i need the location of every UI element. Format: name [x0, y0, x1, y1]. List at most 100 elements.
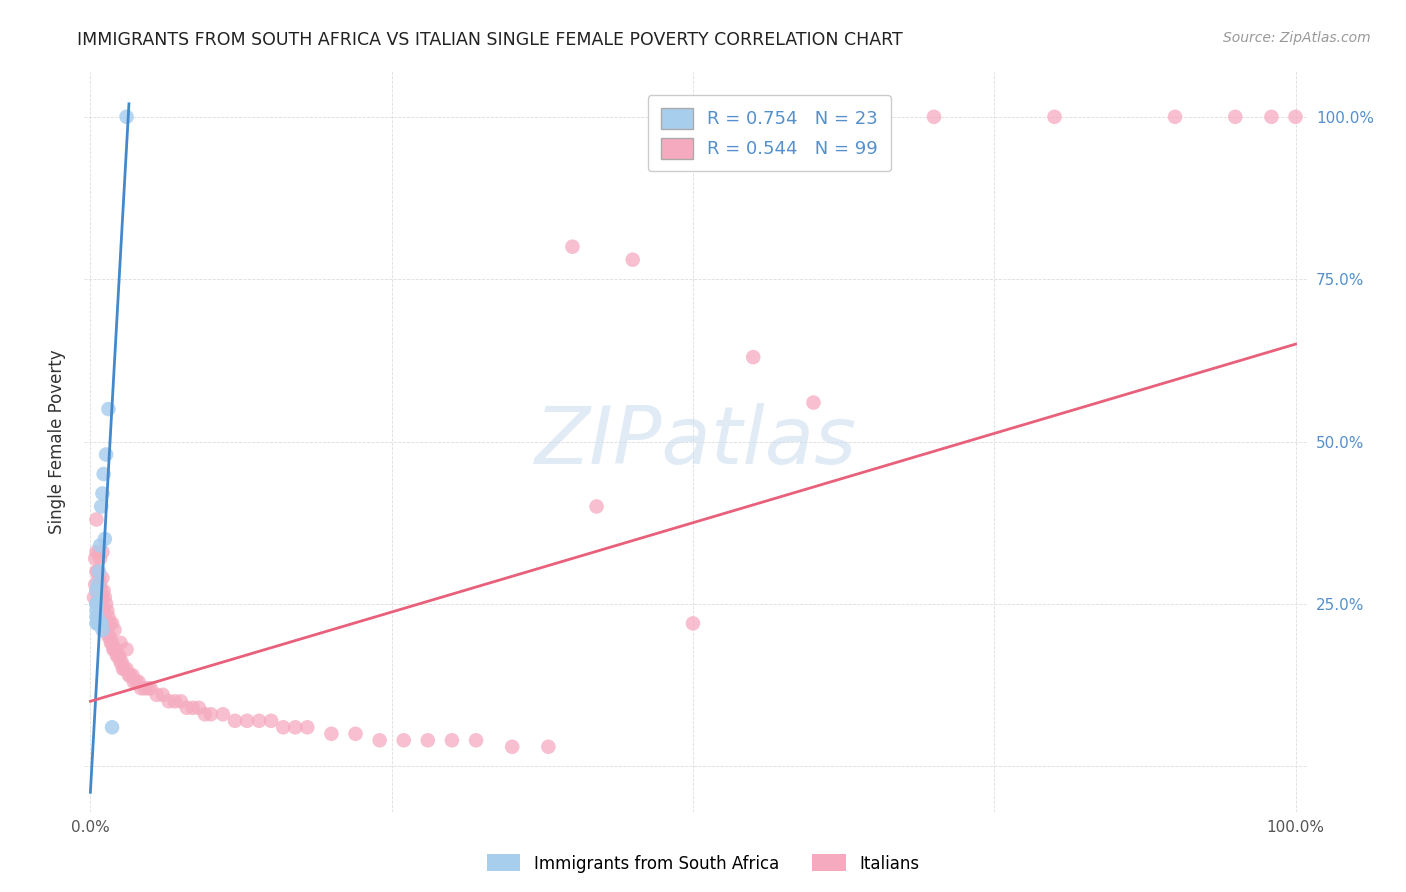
Point [93, 603, 115, 617]
Point [416, 733, 439, 747]
Point [86, 545, 108, 559]
Point [115, 642, 138, 657]
Point [87, 616, 110, 631]
Point [87, 591, 110, 605]
Point [297, 720, 319, 734]
Point [94, 532, 117, 546]
Point [120, 668, 142, 682]
Point [501, 739, 523, 754]
Text: IMMIGRANTS FROM SOUTH AFRICA VS ITALIAN SINGLE FEMALE POVERTY CORRELATION CHART: IMMIGRANTS FROM SOUTH AFRICA VS ITALIAN … [77, 31, 903, 49]
Point [104, 642, 127, 657]
Point [103, 642, 125, 657]
Text: Source: ZipAtlas.com: Source: ZipAtlas.com [1223, 31, 1371, 45]
Point [181, 701, 204, 715]
Y-axis label: Single Female Poverty: Single Female Poverty [48, 350, 66, 533]
Text: ZIPatlas: ZIPatlas [534, 402, 858, 481]
Legend: Immigrants from South Africa, Italians: Immigrants from South Africa, Italians [481, 847, 925, 880]
Point [236, 714, 259, 728]
Point [1043, 110, 1066, 124]
Point [94, 616, 117, 631]
Point [101, 616, 124, 631]
Point [97, 629, 120, 643]
Point [87, 565, 110, 579]
Point [87, 571, 110, 585]
Point [200, 707, 222, 722]
Point [145, 688, 167, 702]
Point [152, 688, 174, 702]
Point [368, 733, 391, 747]
Point [100, 636, 122, 650]
Point [94, 591, 117, 605]
Point [101, 720, 124, 734]
Point [83, 591, 105, 605]
Point [110, 656, 132, 670]
Point [103, 642, 125, 657]
Point [284, 720, 307, 734]
Point [108, 648, 131, 663]
Point [97, 402, 120, 417]
Point [112, 662, 135, 676]
Point [96, 623, 118, 637]
Point [86, 512, 108, 526]
Point [465, 733, 488, 747]
Point [93, 583, 115, 598]
Point [86, 597, 108, 611]
Point [194, 707, 217, 722]
Point [86, 565, 108, 579]
Point [803, 395, 825, 409]
Point [90, 616, 112, 631]
Point [91, 623, 114, 637]
Point [90, 603, 112, 617]
Point [561, 240, 583, 254]
Point [86, 616, 108, 631]
Point [121, 668, 143, 682]
Point [110, 636, 132, 650]
Point [392, 733, 415, 747]
Point [212, 707, 235, 722]
Point [89, 616, 111, 631]
Point [585, 500, 607, 514]
Point [344, 727, 367, 741]
Point [122, 674, 145, 689]
Point [157, 694, 180, 708]
Point [86, 610, 108, 624]
Point [89, 577, 111, 591]
Point [105, 648, 128, 663]
Point [115, 110, 138, 124]
Point [86, 597, 108, 611]
Point [115, 662, 138, 676]
Point [260, 714, 283, 728]
Point [1225, 110, 1247, 124]
Point [91, 591, 114, 605]
Point [621, 252, 644, 267]
Point [96, 603, 118, 617]
Point [91, 616, 114, 631]
Legend: R = 0.754   N = 23, R = 0.544   N = 99: R = 0.754 N = 23, R = 0.544 N = 99 [648, 95, 891, 171]
Point [94, 597, 117, 611]
Point [84, 577, 107, 591]
Point [94, 448, 117, 462]
Point [103, 623, 125, 637]
Point [91, 545, 114, 559]
Point [1260, 110, 1282, 124]
Point [86, 577, 108, 591]
Point [86, 616, 108, 631]
Point [136, 681, 159, 696]
Point [922, 110, 945, 124]
Point [111, 662, 134, 676]
Point [111, 656, 134, 670]
Point [224, 714, 246, 728]
Point [89, 551, 111, 566]
Point [440, 733, 463, 747]
Point [89, 597, 111, 611]
Point [86, 610, 108, 624]
Point [134, 681, 156, 696]
Point [1164, 110, 1187, 124]
Point [87, 545, 110, 559]
Point [187, 701, 209, 715]
Point [129, 681, 152, 696]
Point [90, 583, 112, 598]
Point [125, 674, 148, 689]
Point [128, 674, 150, 689]
Point [94, 616, 117, 631]
